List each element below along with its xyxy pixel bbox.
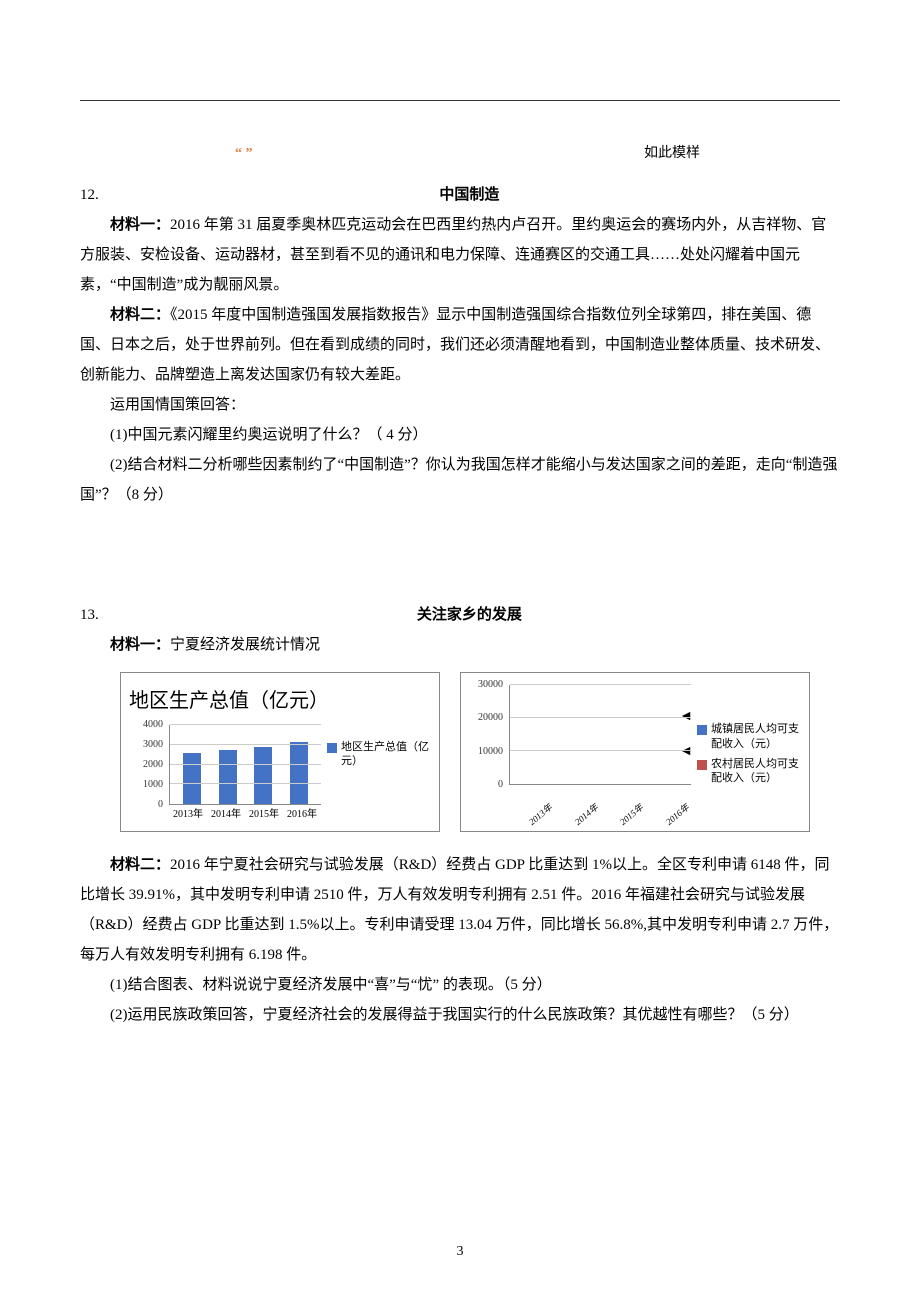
y-tick: 10000 (478, 742, 503, 762)
x-tick: 2015年 (249, 805, 279, 825)
q13-m2-body: 2016 年宁夏社会研究与试验发展（R&D）经费占 GDP 比重达到 1%以上。… (80, 857, 838, 963)
legend-swatch (697, 760, 707, 770)
gdp-y-axis: 01000200030004000 (129, 725, 165, 805)
q13-number: 13. (80, 600, 99, 630)
q13-m2-label: 材料二： (110, 857, 170, 873)
y-tick: 30000 (478, 675, 503, 695)
q13-heading-row: 13. 关注家乡的发展 (80, 600, 840, 630)
income-x-axis: 2013年2014年2015年2016年 (509, 793, 691, 813)
q12-m2-label: 材料二： (110, 307, 170, 323)
income-y-axis: 0100002000030000 (469, 685, 505, 785)
y-tick: 4000 (143, 715, 163, 735)
gdp-legend-item: 地区生产总值（亿元） (327, 740, 431, 769)
y-tick: 3000 (143, 735, 163, 755)
gridline (510, 717, 691, 718)
charts-row: 地区生产总值（亿元） 01000200030004000 2013年2014年2… (120, 672, 840, 832)
bar (219, 750, 237, 804)
x-tick: 2016年 (287, 805, 317, 825)
bar (290, 742, 308, 804)
x-tick: 2015年 (616, 799, 650, 832)
y-tick: 1000 (143, 775, 163, 795)
x-tick: 2016年 (661, 799, 695, 832)
y-tick: 0 (498, 775, 503, 795)
x-tick: 2014年 (211, 805, 241, 825)
gridline (510, 684, 691, 685)
gdp-chart: 地区生产总值（亿元） 01000200030004000 2013年2014年2… (120, 672, 440, 832)
gdp-legend-swatch (327, 743, 337, 753)
gdp-legend: 地区生产总值（亿元） (321, 681, 431, 827)
y-tick: 2000 (143, 755, 163, 775)
q12-instruction: 运用国情国策回答： (80, 390, 840, 420)
q12-number: 12. (80, 180, 99, 210)
gdp-plot-wrap: 01000200030004000 2013年 2014年 2015年 2016年 (129, 725, 321, 825)
q13-m1-label: 材料一： (110, 637, 170, 653)
income-bars (510, 685, 691, 784)
gridline (170, 764, 321, 765)
q12-block: 12. 中国制造 材料一：2016 年第 31 届夏季奥林匹克运动会在巴西里约热… (80, 180, 840, 510)
legend-swatch (697, 725, 707, 735)
q13-material2: 材料二：2016 年宁夏社会研究与试验发展（R&D）经费占 GDP 比重达到 1… (80, 850, 840, 970)
x-tick: 2013年 (525, 799, 559, 832)
gridline (510, 750, 691, 751)
bar (254, 747, 272, 804)
q13-block: 13. 关注家乡的发展 材料一：宁夏经济发展统计情况 地区生产总值（亿元） 01… (80, 600, 840, 1030)
q13-m1-tail: 宁夏经济发展统计情况 (170, 637, 320, 653)
gdp-legend-text: 地区生产总值（亿元） (341, 740, 431, 769)
gdp-bars-area (169, 725, 321, 805)
q13-subq1: (1)结合图表、材料说说宁夏经济发展中“喜”与“忧” 的表现。（5 分） (80, 970, 840, 1000)
q12-heading-row: 12. 中国制造 (80, 180, 840, 210)
q12-title: 中国制造 (99, 180, 840, 210)
q12-subq1: (1)中国元素闪耀里约奥运说明了什么？（ 4 分） (80, 420, 840, 450)
q13-title: 关注家乡的发展 (99, 600, 840, 630)
income-plot-wrap: 0100002000030000 ◄ ◄ 2013年2014年2015年2016… (469, 685, 691, 805)
q13-material1-line: 材料一：宁夏经济发展统计情况 (80, 630, 840, 660)
q13-subq2: (2)运用民族政策回答，宁夏经济社会的发展得益于我国实行的什么民族政策？其优越性… (80, 1000, 840, 1030)
income-legend: 城镇居民人均可支配收入（元） 农村居民人均可支配收入（元） (691, 681, 801, 827)
q12-m2-body: 《2015 年度中国制造强国发展指数报告》显示中国制造强国综合指数位列全球第四，… (80, 307, 830, 383)
q12-material2: 材料二：《2015 年度中国制造强国发展指数报告》显示中国制造强国综合指数位列全… (80, 300, 840, 390)
q12-subq2: (2)结合材料二分析哪些因素制约了“中国制造”？你认为我国怎样才能缩小与发达国家… (80, 450, 840, 510)
income-bars-area: ◄ ◄ (509, 685, 691, 785)
bar (183, 753, 201, 804)
q12-m1-label: 材料一： (110, 217, 170, 233)
gridline (170, 744, 321, 745)
legend-text: 农村居民人均可支配收入（元） (711, 757, 801, 786)
q12-m1-body: 2016 年第 31 届夏季奥林匹克运动会在巴西里约热内卢召开。里约奥运会的赛场… (80, 217, 826, 293)
gridline (170, 783, 321, 784)
income-chart: 0100002000030000 ◄ ◄ 2013年2014年2015年2016… (460, 672, 810, 832)
q12-material1: 材料一：2016 年第 31 届夏季奥林匹克运动会在巴西里约热内卢召开。里约奥运… (80, 210, 840, 300)
gdp-chart-plot: 地区生产总值（亿元） 01000200030004000 2013年2014年2… (129, 681, 321, 827)
x-tick: 2013年 (173, 805, 203, 825)
header-model-text: 如此模样 (644, 140, 700, 168)
page-number: 3 (0, 1238, 920, 1266)
legend-text: 城镇居民人均可支配收入（元） (711, 722, 801, 751)
x-tick: 2014年 (570, 799, 604, 832)
y-tick: 0 (158, 795, 163, 815)
gdp-x-axis: 2013年 2014年 2015年 2016年 (169, 805, 321, 825)
arrow-icon: ◄ (679, 738, 693, 766)
header-rule (80, 100, 840, 101)
income-chart-plot: 0100002000030000 ◄ ◄ 2013年2014年2015年2016… (469, 681, 691, 827)
header-quotes: “ ” (235, 140, 253, 168)
gridline (170, 724, 321, 725)
gdp-bars (170, 725, 321, 804)
legend-item: 农村居民人均可支配收入（元） (697, 757, 801, 786)
document-body: 12. 中国制造 材料一：2016 年第 31 届夏季奥林匹克运动会在巴西里约热… (80, 180, 840, 1030)
legend-item: 城镇居民人均可支配收入（元） (697, 722, 801, 751)
spacer (80, 510, 840, 600)
y-tick: 20000 (478, 708, 503, 728)
